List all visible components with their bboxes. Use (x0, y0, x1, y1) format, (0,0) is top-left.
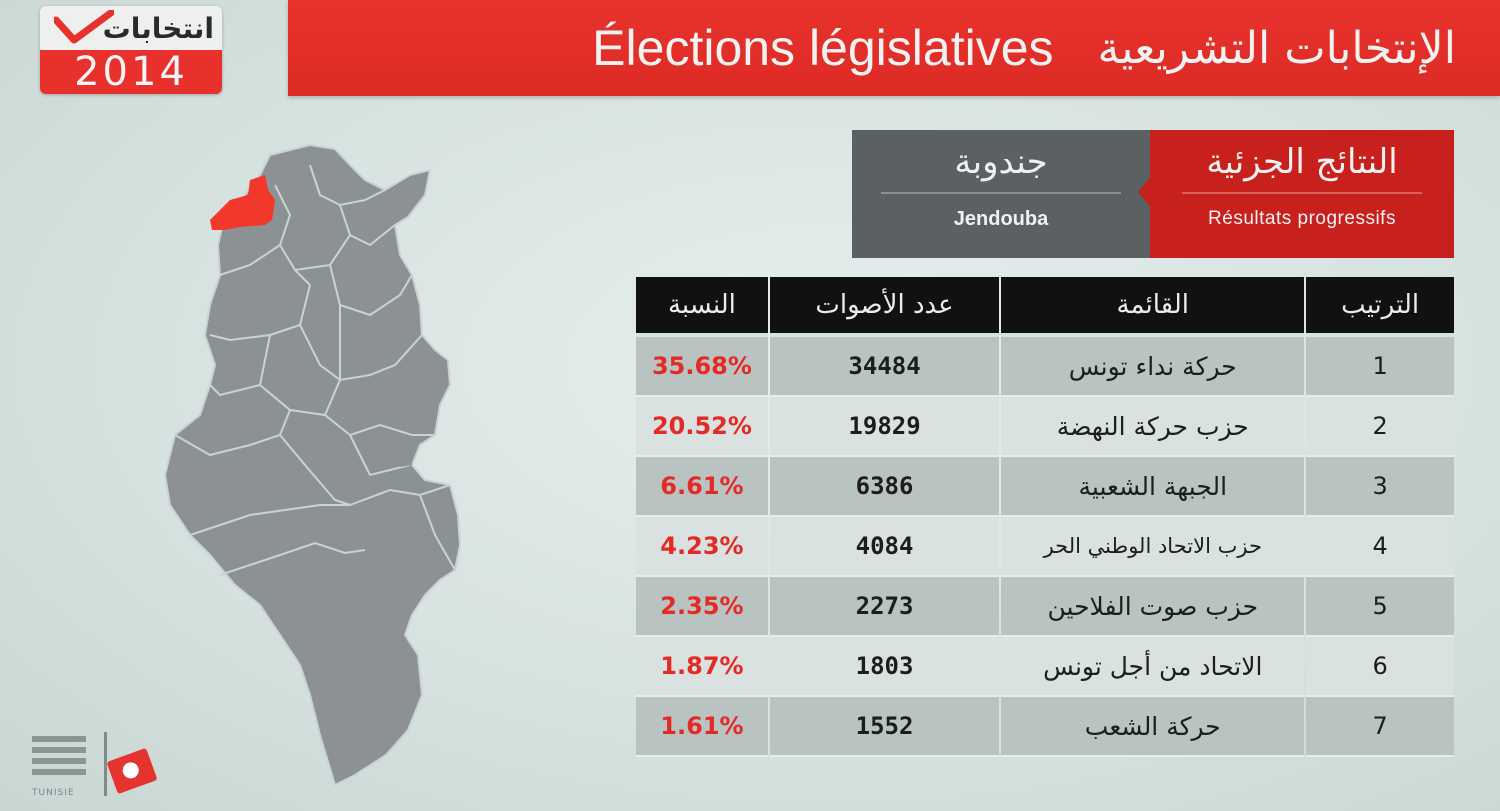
checkmark-icon (54, 10, 114, 44)
table-row: 1.87% 1803 الاتحاد من أجل تونس 6 (636, 637, 1454, 697)
rank-cell: 6 (1306, 637, 1454, 697)
table-row: 2.35% 2273 حزب صوت الفلاحين 5 (636, 577, 1454, 637)
table-row: 6.61% 6386 الجبهة الشعبية 3 (636, 457, 1454, 517)
table-header-row: النسبة عدد الأصوات القائمة الترتيب (636, 277, 1454, 337)
percent-cell: 20.52% (636, 397, 768, 457)
percent-cell: 1.61% (636, 697, 768, 757)
isie-caption: TUNISIE (32, 788, 75, 798)
list-cell: الجبهة الشعبية (1001, 457, 1305, 517)
header-rank: الترتيب (1306, 277, 1454, 337)
title-french: Élections législatives (592, 20, 1054, 76)
table-row: 20.52% 19829 حزب حركة النهضة 2 (636, 397, 1454, 457)
rank-cell: 1 (1306, 337, 1454, 397)
list-cell: حزب صوت الفلاحين (1001, 577, 1305, 637)
list-cell: حركة الشعب (1001, 697, 1305, 757)
status-label-french: Résultats progressifs (1208, 208, 1396, 229)
divider (1182, 192, 1422, 194)
votes-cell: 34484 (769, 337, 1000, 397)
isie-text-lines (32, 736, 86, 780)
table-row: 35.68% 34484 حركة نداء تونس 1 (636, 337, 1454, 397)
votes-cell: 1552 (769, 697, 1000, 757)
header-percent: النسبة (636, 277, 768, 337)
title-arabic: الإنتخابات التشريعية (1097, 22, 1457, 74)
region-header: جندوبة Jendouba (852, 130, 1150, 258)
isie-logo: TUNISIE (28, 730, 158, 800)
percent-cell: 4.23% (636, 517, 768, 577)
results-table: النسبة عدد الأصوات القائمة الترتيب 35.68… (634, 277, 1456, 757)
jendouba-region-highlight (210, 175, 275, 230)
list-cell: حركة نداء تونس (1001, 337, 1305, 397)
table-row: 4.23% 4084 حزب الاتحاد الوطني الحر 4 (636, 517, 1454, 577)
tunisia-flag-icon (106, 747, 158, 795)
map-body (164, 144, 461, 786)
governorate-borders (174, 164, 456, 576)
rank-cell: 7 (1306, 697, 1454, 757)
votes-cell: 6386 (769, 457, 1000, 517)
votes-cell: 1803 (769, 637, 1000, 697)
list-cell: حزب حركة النهضة (1001, 397, 1305, 457)
votes-cell: 4084 (769, 517, 1000, 577)
title-banner: Élections législatives الإنتخابات التشري… (288, 0, 1500, 96)
percent-cell: 6.61% (636, 457, 768, 517)
header-list: القائمة (1001, 277, 1305, 337)
isie-separator (104, 732, 107, 796)
elections-2014-logo: انتخابات 2014 (40, 6, 222, 94)
logo-year: 2014 (40, 49, 222, 94)
header-votes: عدد الأصوات (769, 277, 1000, 337)
percent-cell: 1.87% (636, 637, 768, 697)
percent-cell: 35.68% (636, 337, 768, 397)
votes-cell: 2273 (769, 577, 1000, 637)
rank-cell: 5 (1306, 577, 1454, 637)
divider (881, 192, 1121, 194)
tunisia-map (164, 144, 461, 786)
list-cell: الاتحاد من أجل تونس (1001, 637, 1305, 697)
table-row: 1.61% 1552 حركة الشعب 7 (636, 697, 1454, 757)
rank-cell: 4 (1306, 517, 1454, 577)
votes-cell: 19829 (769, 397, 1000, 457)
rank-cell: 2 (1306, 397, 1454, 457)
region-name-french: Jendouba (953, 208, 1049, 230)
status-label-arabic: النتائج الجزئية (1206, 142, 1398, 182)
list-cell: حزب الاتحاد الوطني الحر (1001, 517, 1305, 577)
percent-cell: 2.35% (636, 577, 768, 637)
region-name-arabic: جندوبة (954, 142, 1048, 182)
results-status-header: النتائج الجزئية Résultats progressifs (1138, 130, 1454, 258)
logo-word-area: انتخابات (40, 6, 222, 50)
rank-cell: 3 (1306, 457, 1454, 517)
logo-word: انتخابات (102, 11, 215, 45)
